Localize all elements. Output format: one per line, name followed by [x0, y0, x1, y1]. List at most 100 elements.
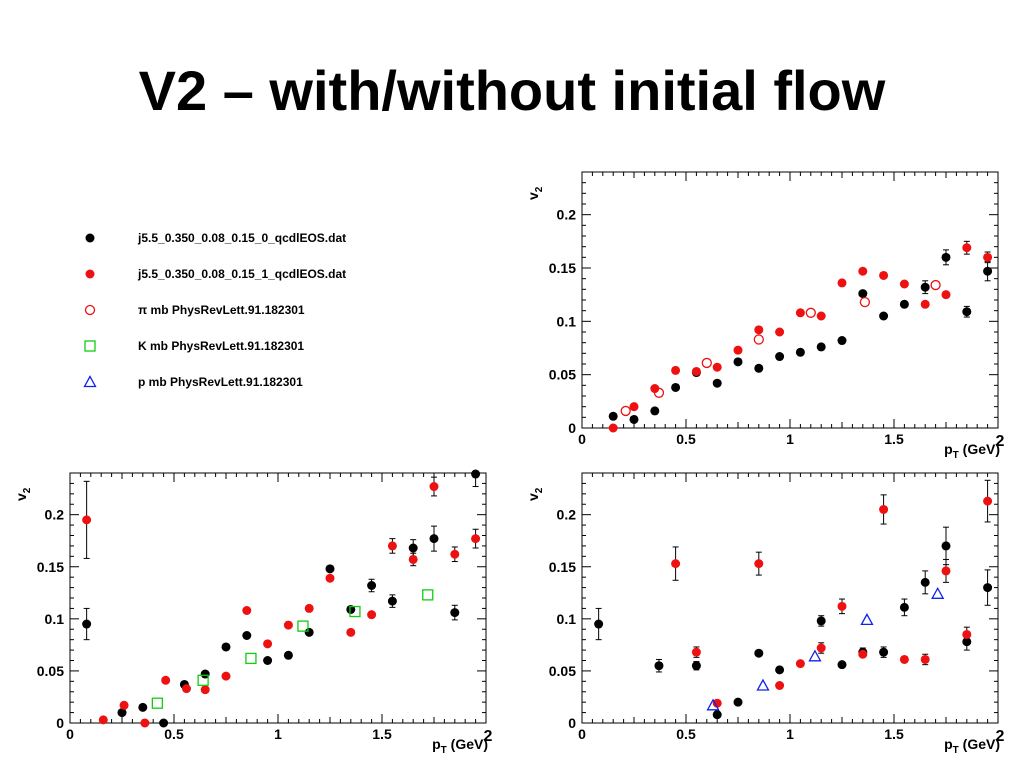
data-point — [941, 290, 951, 300]
data-point — [920, 577, 930, 587]
data-point — [140, 718, 150, 728]
data-point — [200, 669, 210, 679]
data-point — [816, 311, 826, 321]
y-tick-label: 0.05 — [37, 663, 64, 679]
data-point — [151, 697, 164, 709]
data-point — [931, 586, 945, 599]
y-tick-label: 0.15 — [549, 559, 576, 575]
y-tick-label: 0.05 — [549, 663, 576, 679]
data-point — [941, 566, 951, 576]
data-point — [608, 423, 618, 433]
data-point — [197, 674, 209, 686]
data-point — [920, 299, 930, 309]
legend-marker-shape — [85, 269, 95, 279]
pion-v2-chart: 0 0.5 1 1.5 0 0.05 0.1 0.15 0.2 pT (GeV)2 v2 — [525, 171, 1005, 460]
data-point — [837, 278, 847, 288]
data-point — [837, 336, 847, 346]
legend-marker-icon — [85, 269, 95, 279]
legend-marker-icon — [84, 340, 96, 352]
legend-label: p mb PhysRevLett.91.182301 — [138, 375, 303, 389]
x-tick-label: 2 — [996, 728, 1005, 745]
y-tick-label: 0.1 — [557, 611, 577, 627]
data-point — [754, 559, 764, 569]
legend-marker-shape — [85, 233, 95, 243]
data-point — [712, 378, 722, 388]
data-point — [775, 681, 785, 690]
data-point — [181, 684, 191, 694]
data-point — [408, 543, 418, 553]
data-point — [879, 504, 889, 514]
data-point — [701, 357, 712, 369]
data-point — [816, 342, 826, 352]
data-point — [879, 270, 889, 280]
data-point — [346, 604, 356, 614]
data-point — [221, 642, 231, 652]
data-point — [263, 656, 273, 665]
data-point — [983, 496, 993, 506]
data-point — [706, 698, 720, 711]
data-point — [620, 405, 631, 417]
data-point — [983, 583, 993, 593]
data-point — [753, 334, 764, 345]
data-point — [629, 414, 639, 424]
data-point — [429, 534, 439, 544]
x-tick-label: 0 — [578, 726, 586, 742]
x-tick-label: 1.5 — [884, 431, 904, 447]
data-point — [775, 665, 785, 675]
data-point — [119, 700, 129, 710]
y-tick-label: 0 — [56, 715, 64, 731]
x-tick-label: 2 — [996, 433, 1005, 450]
data-point — [159, 718, 169, 728]
data-point — [594, 619, 604, 629]
data-point — [775, 352, 785, 362]
data-point — [408, 554, 418, 564]
x-axis-label: pT (GeV) — [944, 736, 1000, 756]
data-point — [795, 308, 805, 318]
slide-title: V2 – with/without initial flow — [138, 59, 886, 122]
data-point — [471, 469, 481, 479]
data-point — [450, 549, 460, 559]
data-point — [808, 649, 822, 662]
data-point — [608, 411, 618, 421]
data-point — [899, 299, 909, 309]
x-tick-label: 0.5 — [676, 726, 696, 742]
x-tick-label: 1.5 — [884, 726, 904, 742]
data-point — [117, 708, 127, 718]
x-tick-label: 1 — [786, 431, 794, 447]
x-tick-label: 0 — [66, 726, 74, 742]
data-point — [161, 675, 171, 685]
data-point — [450, 608, 460, 618]
y-axis-label: v2 — [13, 487, 33, 501]
y-tick-label: 0.1 — [45, 611, 65, 627]
legend-marker-icon — [84, 304, 96, 316]
data-point — [733, 357, 743, 367]
plot-frame — [581, 171, 999, 429]
data-point — [899, 279, 909, 289]
plot-frame — [69, 472, 487, 724]
kaon-v2-chart: 0 0.5 1 1.5 0 0.05 0.1 0.15 0.2 pT (GeV)2 v2 — [13, 469, 493, 756]
legend-marker-shape — [83, 375, 97, 388]
data-point — [920, 282, 930, 292]
y-tick-label: 0.15 — [37, 559, 64, 575]
data-point — [297, 620, 309, 632]
data-point — [712, 698, 722, 708]
data-point — [712, 362, 722, 372]
x-axis-label: pT (GeV) — [944, 441, 1000, 460]
data-point — [899, 602, 909, 612]
x-tick-label: 2 — [484, 728, 493, 745]
x-tick-label: 0.5 — [676, 431, 696, 447]
data-point — [325, 564, 335, 574]
legend-marker-icon — [85, 233, 95, 243]
data-point — [200, 685, 210, 695]
y-axis-label: v2 — [525, 186, 545, 200]
data-point — [983, 252, 993, 262]
y-tick-label: 0 — [568, 715, 576, 731]
y-tick-label: 0.2 — [557, 207, 577, 223]
data-point — [367, 581, 377, 590]
data-point — [858, 649, 868, 659]
data-point — [304, 603, 314, 613]
data-point — [920, 654, 930, 664]
x-axis-label: pT (GeV) — [432, 736, 488, 756]
data-point — [221, 671, 231, 681]
data-point — [899, 654, 909, 664]
